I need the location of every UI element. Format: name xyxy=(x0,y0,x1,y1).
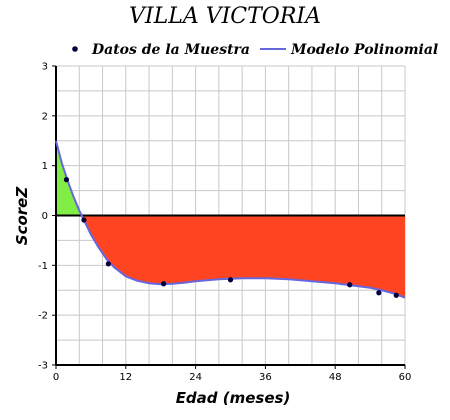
data-point xyxy=(227,277,234,283)
data-point xyxy=(376,290,382,296)
negative-area xyxy=(81,215,405,298)
x-tick-label: 24 xyxy=(189,372,202,383)
y-tick-label: -2 xyxy=(38,311,48,322)
data-point xyxy=(81,217,87,223)
x-tick-label: 60 xyxy=(399,372,412,383)
positive-area xyxy=(56,140,82,216)
model-series xyxy=(55,140,406,299)
x-axis-title: Edad (meses) xyxy=(176,389,291,407)
data-point xyxy=(347,282,353,288)
legend-label-model: Modelo Polinomial xyxy=(290,42,438,58)
y-axis-title: ScoreZ xyxy=(13,186,31,246)
legend: Datos de la Muestra Modelo Polinomial xyxy=(72,42,438,58)
x-tick-label: 48 xyxy=(329,372,342,383)
x-tick-label: 36 xyxy=(259,372,272,383)
legend-label-samples: Datos de la Muestra xyxy=(91,42,250,58)
data-point xyxy=(105,261,111,267)
chart-title: VILLA VICTORIA xyxy=(129,4,321,29)
data-point xyxy=(63,177,70,183)
y-tick-label: 3 xyxy=(42,62,48,73)
y-tick-label: 1 xyxy=(42,161,48,172)
y-tick-label: 2 xyxy=(42,111,48,122)
y-tick-label: -3 xyxy=(38,361,48,372)
data-point xyxy=(393,292,399,298)
model-line xyxy=(55,140,406,299)
sample-points xyxy=(63,177,399,298)
data-point xyxy=(161,281,167,287)
x-tick-label: 0 xyxy=(53,372,59,383)
legend-marker-samples xyxy=(72,46,78,52)
area-fills xyxy=(56,140,405,298)
y-tick-label: 0 xyxy=(42,211,48,222)
x-tick-label: 12 xyxy=(119,372,132,383)
y-tick-label: -1 xyxy=(38,261,48,272)
